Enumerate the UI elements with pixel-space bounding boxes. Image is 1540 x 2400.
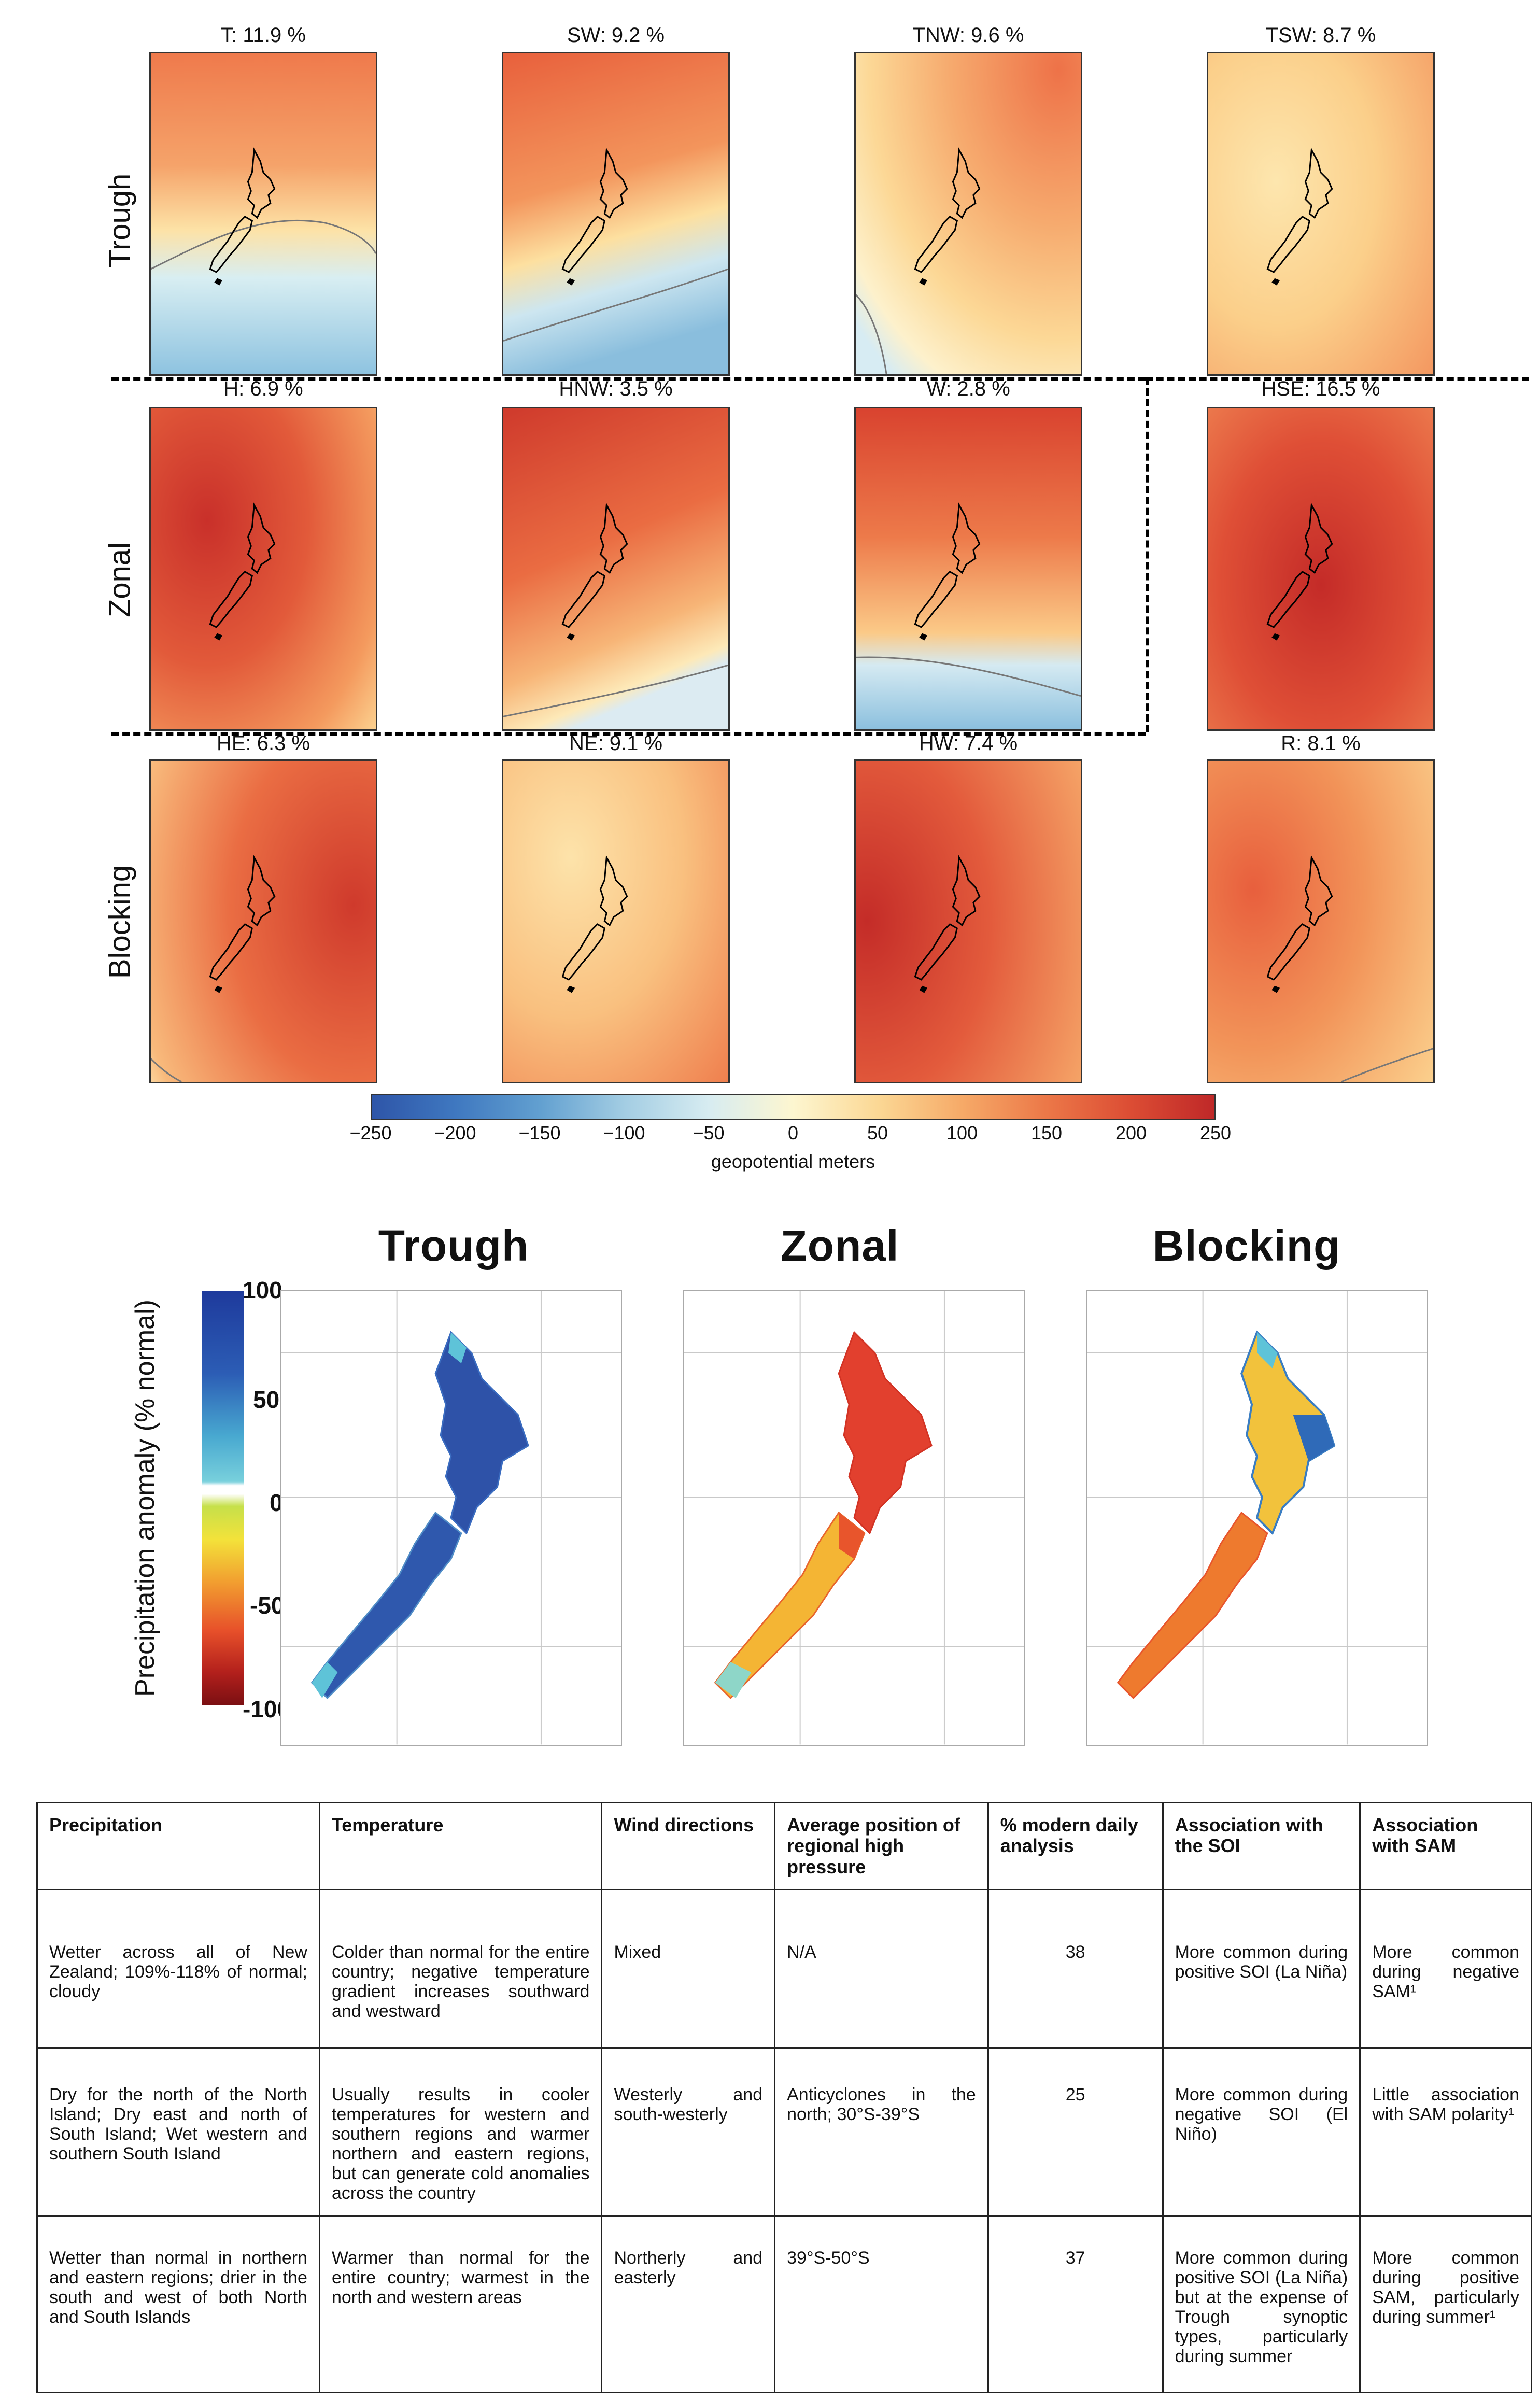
colorbar-tick: 150 bbox=[1030, 1122, 1063, 1143]
table-cell: Colder than normal for the entire countr… bbox=[318, 1888, 603, 2049]
colorbar-tick: −100 bbox=[603, 1122, 645, 1143]
panel-title: H: 6.9 % bbox=[223, 377, 303, 400]
colorbar-tick: 0 bbox=[787, 1122, 799, 1143]
row-label-zonal: Zonal bbox=[103, 542, 137, 618]
anomaly-map-t bbox=[149, 52, 377, 376]
panel-title: HSE: 16.5 % bbox=[1261, 377, 1380, 400]
precip-map-trough bbox=[280, 1290, 622, 1746]
table-cell: Dry for the north of the North Island; D… bbox=[36, 2046, 320, 2217]
panel-title: TSW: 8.7 % bbox=[1265, 24, 1376, 47]
anomaly-map-tsw bbox=[1207, 52, 1435, 376]
colorbar-tick: 250 bbox=[1199, 1122, 1232, 1143]
panel-title: TNW: 9.6 % bbox=[912, 24, 1024, 47]
anomaly-map-ne bbox=[502, 759, 730, 1083]
table-cell: 25 bbox=[987, 2046, 1164, 2217]
panel-title: T: 11.9 % bbox=[221, 24, 306, 47]
table-cell: More common during negative SAM¹ bbox=[1359, 1888, 1532, 2049]
table-row: Dry for the north of the North Island; D… bbox=[36, 2046, 1532, 2217]
table-cell: Warmer than normal for the entire countr… bbox=[318, 2215, 603, 2393]
table-cell: Northerly and easterly bbox=[601, 2215, 776, 2393]
table-cell: N/A bbox=[774, 1888, 989, 2049]
precip-tick: -50 bbox=[250, 1592, 285, 1619]
panel-title: W: 2.8 % bbox=[926, 377, 1010, 400]
synoptic-characteristics-table: Precipitation Temperature Wind direction… bbox=[36, 1802, 1532, 2393]
anomaly-map-sw bbox=[502, 52, 730, 376]
table-cell: Westerly and south-westerly bbox=[601, 2046, 776, 2217]
precip-tick: 50 bbox=[253, 1386, 280, 1413]
column-header: Precipitation bbox=[36, 1802, 320, 1890]
colorbar-tick: −150 bbox=[518, 1122, 561, 1143]
table-cell: Usually results in cooler temperatures f… bbox=[318, 2046, 603, 2217]
table-row: Wetter across all of New Zealand; 109%-1… bbox=[36, 1888, 1532, 2049]
colorbar-tick: −250 bbox=[349, 1122, 392, 1143]
column-header: Average position of regional high pressu… bbox=[774, 1802, 989, 1890]
column-header: % modern daily analysis bbox=[987, 1802, 1164, 1890]
table-cell: Little association with SAM polarity¹ bbox=[1359, 2046, 1532, 2217]
panel-title: HNW: 3.5 % bbox=[559, 377, 673, 400]
precip-colorbar bbox=[202, 1291, 244, 1705]
anomaly-map-w bbox=[854, 407, 1082, 731]
colorbar-tick: −50 bbox=[693, 1122, 725, 1143]
table-cell: More common during positive SOI (La Niña… bbox=[1162, 2215, 1361, 2393]
column-header: Wind directions bbox=[601, 1802, 776, 1890]
colorbar-label: geopotential meters bbox=[711, 1151, 875, 1172]
table-cell: 39°S-50°S bbox=[774, 2215, 989, 2393]
row-label-blocking: Blocking bbox=[103, 865, 137, 979]
table-cell: 37 bbox=[987, 2215, 1164, 2393]
table-cell: Mixed bbox=[601, 1888, 776, 2049]
colorbar-tick: 100 bbox=[946, 1122, 978, 1143]
table-cell: Wetter across all of New Zealand; 109%-1… bbox=[36, 1888, 320, 2049]
precip-title-trough: Trough bbox=[378, 1221, 529, 1270]
precip-map-blocking bbox=[1086, 1290, 1428, 1746]
table-cell: More common during positive SAM, particu… bbox=[1359, 2215, 1532, 2393]
colorbar-tick: 200 bbox=[1115, 1122, 1147, 1143]
zonal-group-frame bbox=[111, 377, 1146, 381]
anomaly-map-hw bbox=[854, 759, 1082, 1083]
column-header: Association with SAM bbox=[1359, 1802, 1532, 1890]
anomaly-map-hnw bbox=[502, 407, 730, 731]
geopotential-colorbar bbox=[371, 1094, 1216, 1120]
anomaly-map-he bbox=[149, 759, 377, 1083]
colorbar-tick: 50 bbox=[867, 1122, 888, 1143]
anomaly-map-hse bbox=[1207, 407, 1435, 731]
table-cell: More common during negative SOI (El Niño… bbox=[1162, 2046, 1361, 2217]
panel-title: R: 8.1 % bbox=[1281, 732, 1361, 755]
anomaly-map-tnw bbox=[854, 52, 1082, 376]
precip-title-blocking: Blocking bbox=[1152, 1221, 1341, 1270]
table-cell: Anticyclones in the north; 30°S-39°S bbox=[774, 2046, 989, 2217]
anomaly-map-h bbox=[149, 407, 377, 731]
zonal-group-frame bbox=[111, 732, 1146, 736]
table-header-row: Precipitation Temperature Wind direction… bbox=[36, 1802, 1532, 1890]
precip-title-zonal: Zonal bbox=[780, 1221, 899, 1270]
table-cell: 38 bbox=[987, 1888, 1164, 2049]
table-cell: Wetter than normal in northern and easte… bbox=[36, 2215, 320, 2393]
table-cell: More common during positive SOI (La Niña… bbox=[1162, 1888, 1361, 2049]
panel-title: SW: 9.2 % bbox=[567, 24, 665, 47]
anomaly-map-r bbox=[1207, 759, 1435, 1083]
column-header: Association with the SOI bbox=[1162, 1802, 1361, 1890]
zonal-group-frame bbox=[1146, 377, 1149, 732]
row-label-trough: Trough bbox=[103, 173, 137, 268]
colorbar-tick: −200 bbox=[434, 1122, 476, 1143]
precip-tick: 100 bbox=[243, 1277, 282, 1304]
precip-map-zonal bbox=[683, 1290, 1025, 1746]
column-header: Temperature bbox=[318, 1802, 603, 1890]
table-row: Wetter than normal in northern and easte… bbox=[36, 2215, 1532, 2393]
precip-axis-label: Precipitation anomaly (% normal) bbox=[130, 1300, 160, 1697]
zonal-group-frame bbox=[1146, 377, 1529, 381]
